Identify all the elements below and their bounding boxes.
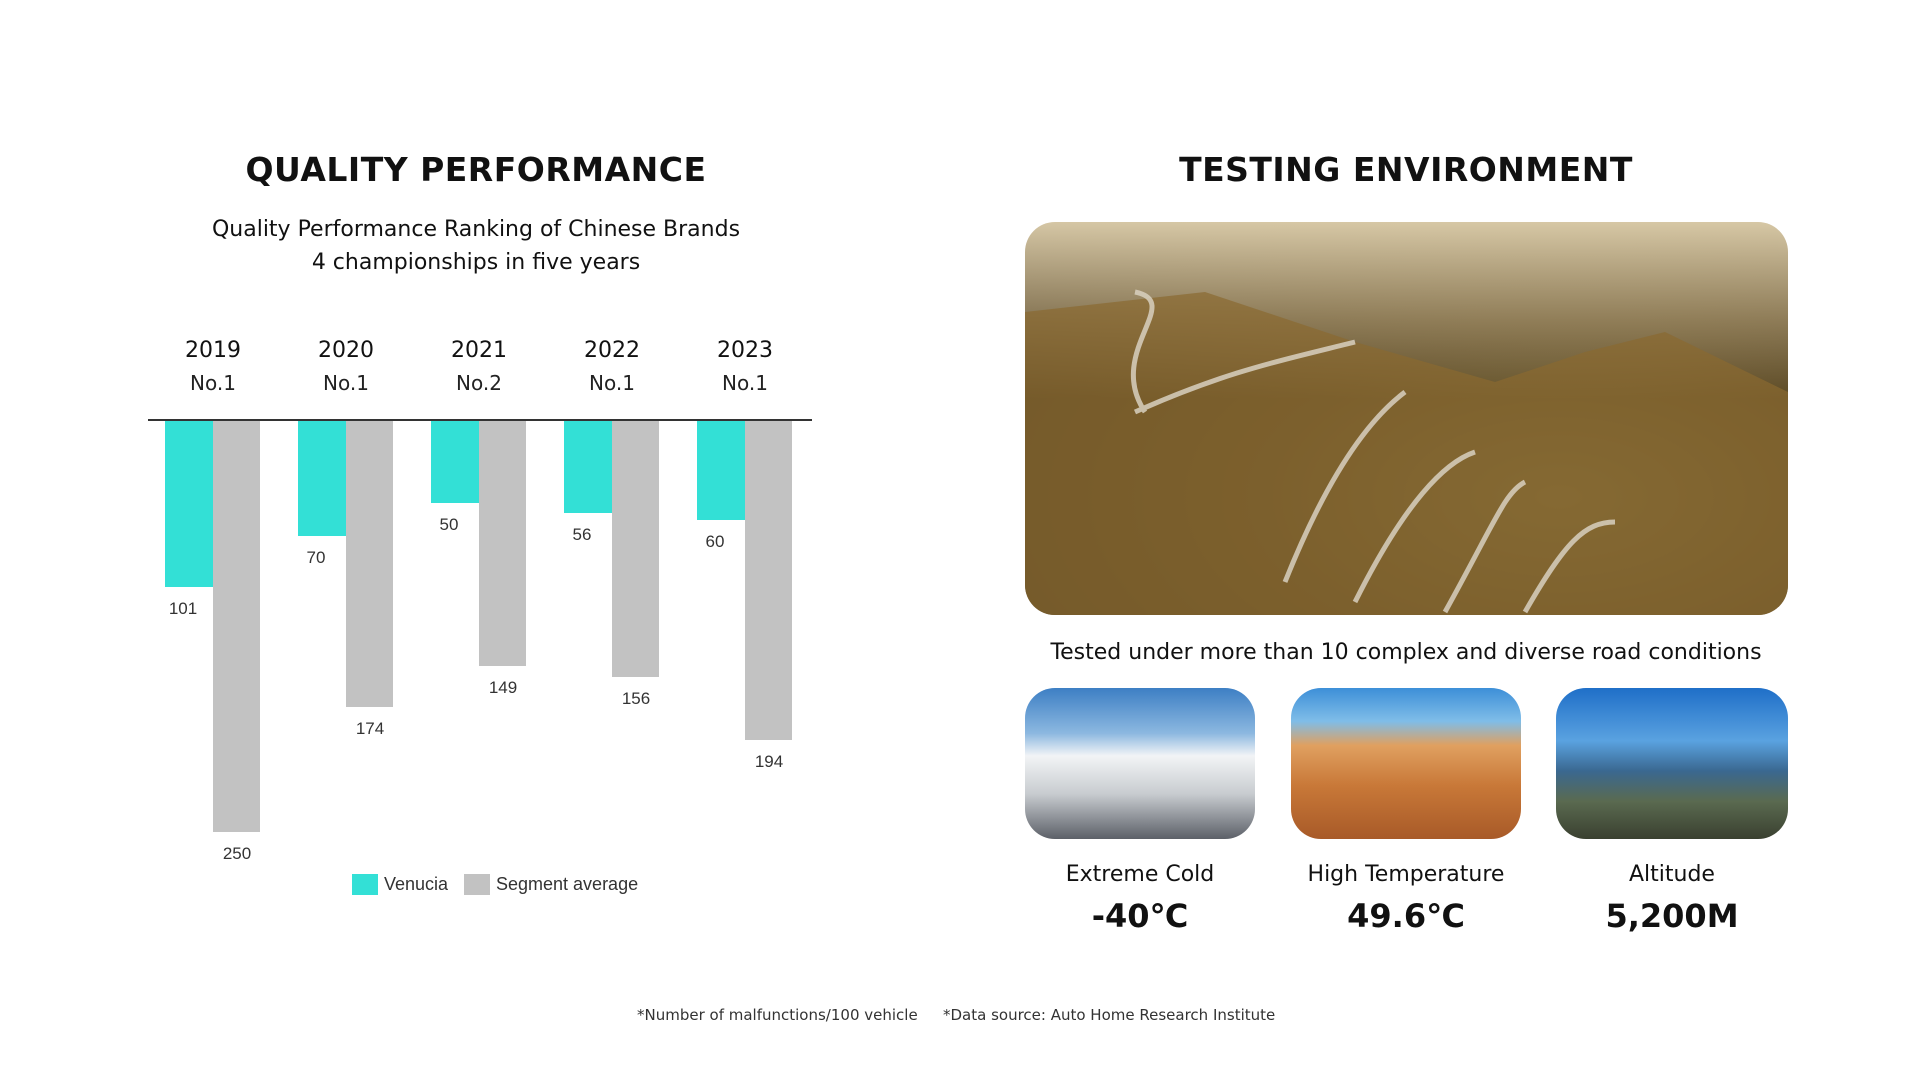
venucia-value-label: 60 bbox=[705, 531, 725, 551]
ranking-label: No.2 bbox=[456, 371, 502, 395]
venucia-value-label: 56 bbox=[572, 525, 592, 545]
segment-average-bar bbox=[745, 421, 792, 740]
segment-average-bar bbox=[346, 421, 393, 708]
venucia-bar bbox=[431, 421, 479, 504]
winding-road-illustration bbox=[1025, 289, 1788, 615]
segment-value-label: 174 bbox=[355, 719, 385, 739]
quality-performance-title: QUALITY PERFORMANCE bbox=[245, 150, 707, 189]
ranking-label: No.1 bbox=[722, 371, 768, 395]
venucia-bar bbox=[697, 421, 745, 520]
venucia-value-label: 101 bbox=[168, 599, 198, 619]
altitude-photo bbox=[1556, 688, 1788, 839]
condition-value-cold: -40℃ bbox=[1091, 897, 1189, 935]
venucia-bar bbox=[165, 421, 213, 588]
venucia-bar bbox=[564, 421, 612, 514]
segment-value-label: 149 bbox=[488, 677, 518, 697]
condition-value-altitude: 5,200M bbox=[1605, 897, 1739, 935]
legend-swatch-segment bbox=[464, 874, 490, 895]
venucia-value-label: 50 bbox=[439, 515, 459, 535]
chart-baseline bbox=[148, 419, 812, 421]
testing-caption: Tested under more than 10 complex and di… bbox=[1050, 640, 1762, 665]
chart-subtitle-line2: 4 championships in five years bbox=[311, 250, 641, 275]
year-label: 2022 bbox=[584, 338, 640, 363]
year-label: 2020 bbox=[318, 338, 374, 363]
legend-label-venucia: Venucia bbox=[384, 874, 449, 894]
condition-label-altitude: Altitude bbox=[1629, 862, 1715, 887]
segment-average-bar bbox=[612, 421, 659, 678]
high-temperature-photo bbox=[1291, 688, 1521, 839]
segment-value-label: 250 bbox=[222, 844, 252, 863]
extreme-cold-photo bbox=[1025, 688, 1255, 839]
legend-label-segment: Segment average bbox=[496, 874, 639, 894]
segment-average-bar bbox=[213, 421, 260, 832]
venucia-bar bbox=[298, 421, 346, 537]
footnote-source: *Data source: Auto Home Research Institu… bbox=[943, 1006, 1276, 1024]
ranking-label: No.1 bbox=[323, 371, 369, 395]
segment-average-bar bbox=[479, 421, 526, 666]
footnote-units: *Number of malfunctions/100 vehicle bbox=[637, 1006, 918, 1024]
testing-environment-title: TESTING ENVIRONMENT bbox=[1179, 150, 1633, 189]
condition-label-cold: Extreme Cold bbox=[1065, 862, 1215, 887]
year-label: 2021 bbox=[451, 338, 507, 363]
year-label: 2023 bbox=[717, 338, 773, 363]
condition-label-heat: High Temperature bbox=[1307, 862, 1505, 887]
segment-value-label: 156 bbox=[621, 689, 651, 709]
venucia-value-label: 70 bbox=[306, 548, 326, 568]
segment-value-label: 194 bbox=[754, 751, 784, 771]
ranking-label: No.1 bbox=[190, 371, 236, 395]
condition-value-heat: 49.6℃ bbox=[1347, 897, 1465, 935]
chart-subtitle-line1: Quality Performance Ranking of Chinese B… bbox=[211, 217, 741, 242]
ranking-label: No.1 bbox=[589, 371, 635, 395]
legend-swatch-venucia bbox=[352, 874, 378, 895]
year-label: 2019 bbox=[185, 338, 241, 363]
mountain-road-photo bbox=[1025, 222, 1788, 615]
